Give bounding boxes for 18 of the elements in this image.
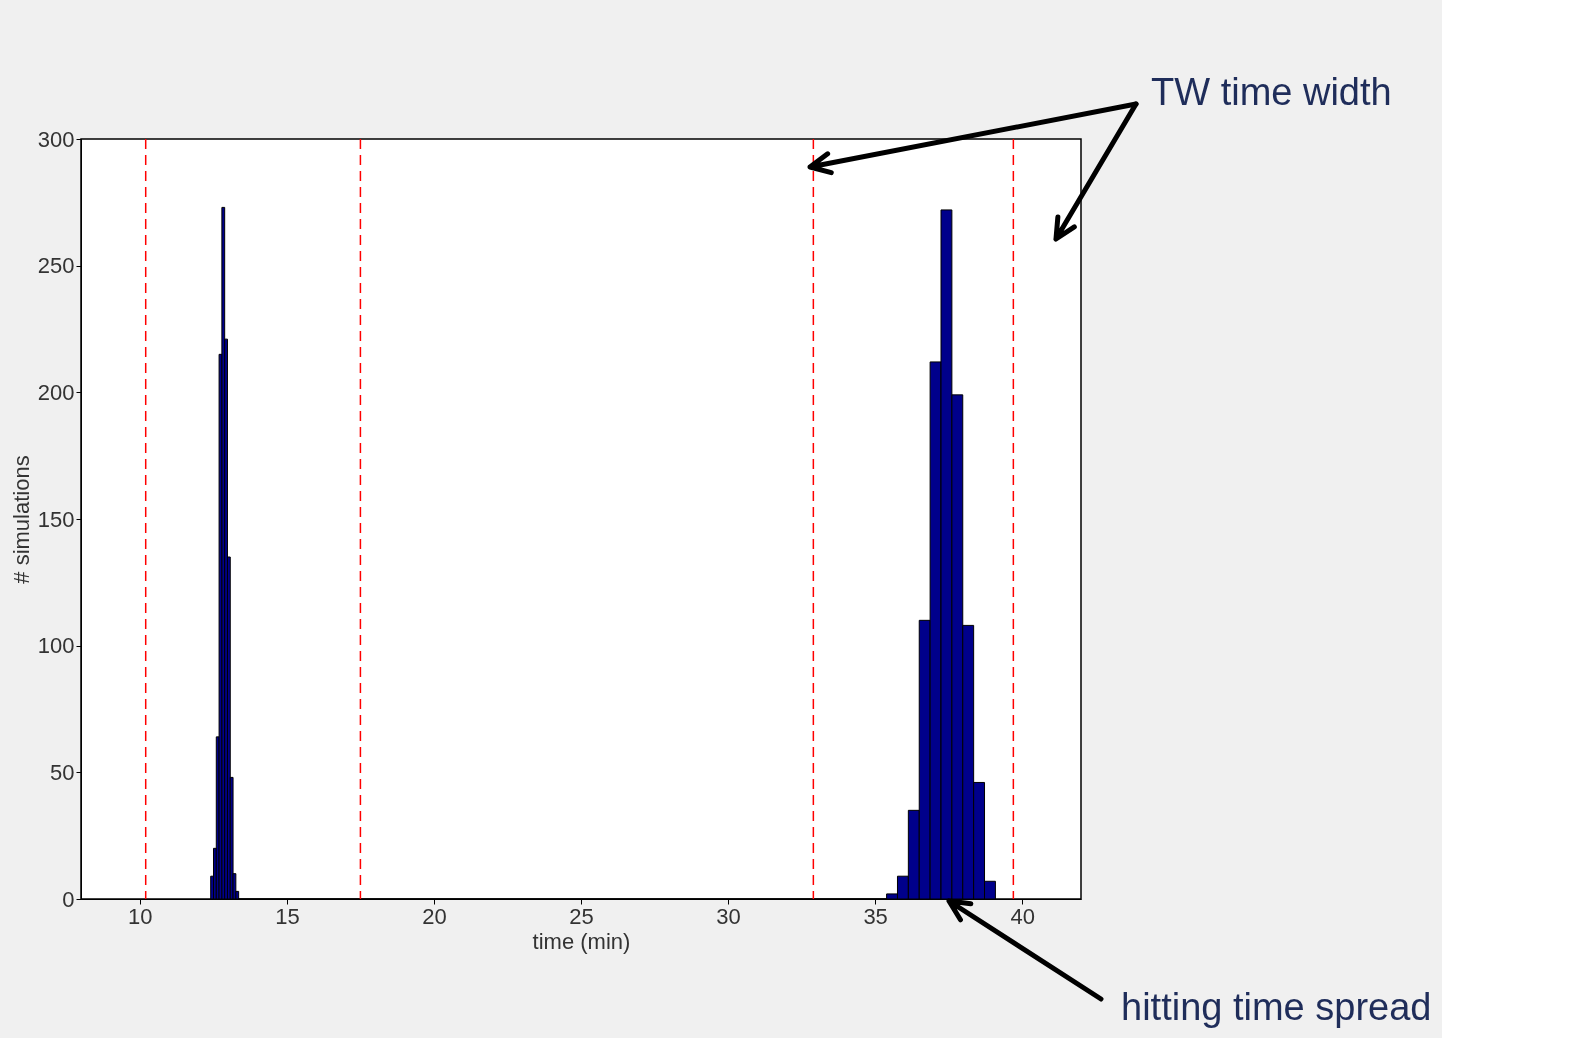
x-tick-label: 20 [422, 903, 447, 929]
x-tick-label: 35 [863, 903, 888, 929]
y-tick-label: 100 [37, 633, 75, 659]
y-tick-label: 50 [50, 759, 75, 785]
x-tick-label: 15 [275, 903, 300, 929]
y-tick-label: 300 [37, 126, 75, 152]
x-tick-label: 25 [569, 903, 594, 929]
x-tick-label: 40 [1010, 903, 1035, 929]
y-axis-title: # simulations [8, 455, 34, 584]
y-tick-label: 250 [37, 253, 75, 279]
x-tick-label: 30 [716, 903, 741, 929]
text: hitting time spread [1121, 986, 1432, 1028]
x-axis-title: time (min) [532, 928, 631, 954]
x-tick-label: 10 [128, 903, 153, 929]
y-tick-label: 0 [62, 886, 75, 912]
text: TW time width [1151, 71, 1392, 113]
y-tick-label: 200 [37, 379, 75, 405]
y-tick-label: 150 [37, 506, 75, 532]
